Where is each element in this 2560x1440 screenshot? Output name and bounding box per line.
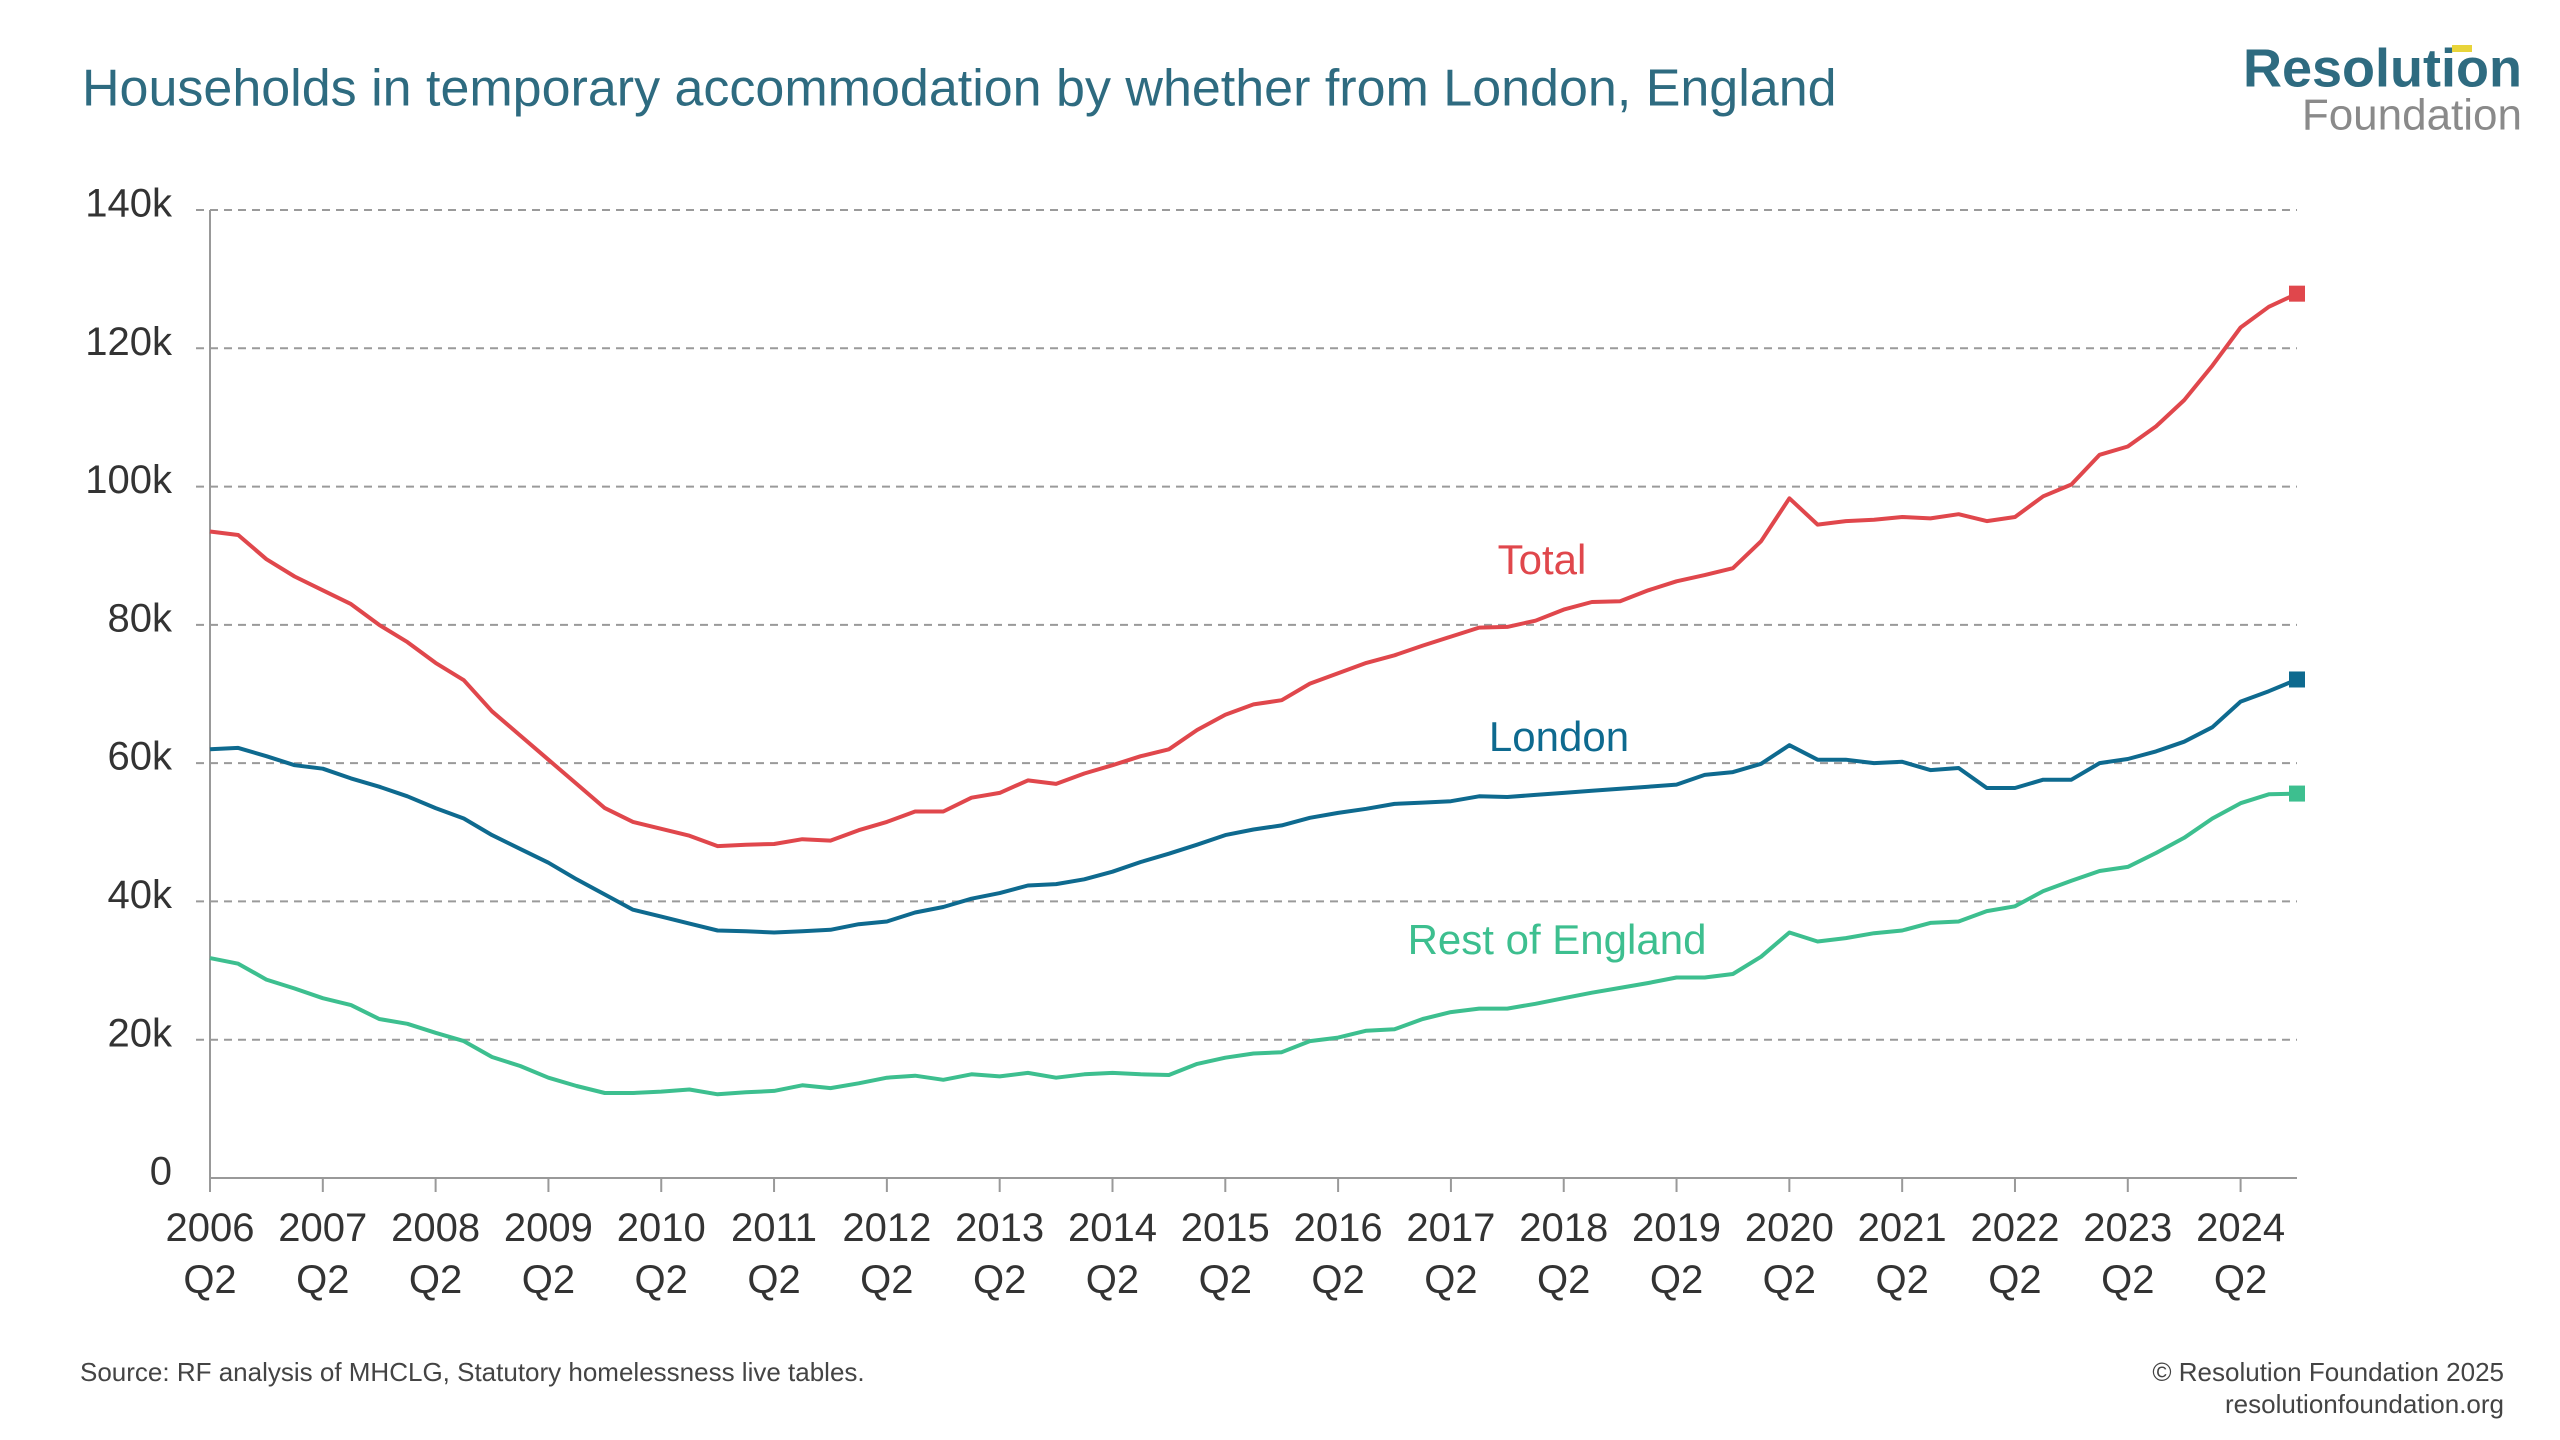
x-tick-label: 2013 Q2: [955, 1206, 1045, 1302]
series-label: Rest of England: [1408, 916, 1707, 963]
x-tick-label: 2016 Q2: [1293, 1206, 1383, 1302]
x-tick-label: 2010 Q2: [616, 1206, 706, 1302]
x-tick-label: 2014 Q2: [1067, 1206, 1157, 1302]
x-tick-label: 2011 Q2: [731, 1206, 818, 1302]
end-marker: [2289, 285, 2305, 302]
x-tick-label: 2009 Q2: [503, 1206, 593, 1302]
y-tick-label: 140k: [85, 182, 173, 226]
x-tick-label: 2019 Q2: [1632, 1206, 1722, 1302]
x-tick-label: 2022 Q2: [1970, 1206, 2060, 1302]
series-line: [209, 791, 2298, 1097]
logo-line2: Foundation: [2302, 91, 2522, 140]
x-tick-label: 2015 Q2: [1180, 1206, 1270, 1302]
y-tick-label: 20k: [108, 1011, 173, 1055]
x-tick-label: 2012 Q2: [842, 1206, 932, 1302]
y-tick-label: 80k: [108, 596, 173, 640]
x-tick-label: 2017 Q2: [1406, 1206, 1496, 1302]
y-tick-label: 0: [150, 1150, 172, 1194]
source: Source: RF analysis of MHCLG, Statutory …: [80, 1357, 865, 1387]
end-marker: [2289, 785, 2305, 802]
logo-accent: [2452, 45, 2472, 52]
x-tick-label: 2023 Q2: [2083, 1206, 2173, 1302]
series-line: [209, 677, 2298, 935]
x-tick-label: 2021 Q2: [1857, 1206, 1947, 1302]
logo-line1: Resolution: [2243, 38, 2522, 98]
website: resolutionfoundation.org: [2225, 1389, 2504, 1419]
series-label: London: [1489, 713, 1629, 760]
y-tick-label: 120k: [85, 320, 173, 364]
series-label: Total: [1498, 536, 1587, 583]
copyright: © Resolution Foundation 2025: [2152, 1357, 2504, 1387]
y-tick-label: 60k: [108, 735, 173, 779]
x-tick-label: 2018 Q2: [1519, 1206, 1609, 1302]
end-marker: [2289, 671, 2305, 688]
x-tick-label: 2020 Q2: [1744, 1206, 1834, 1302]
y-tick-label: 40k: [108, 873, 173, 917]
x-tick-label: 2007 Q2: [278, 1206, 368, 1302]
chart-title: Households in temporary accommodation by…: [82, 60, 1837, 118]
y-tick-label: 100k: [85, 458, 173, 502]
x-tick-label: 2008 Q2: [391, 1206, 481, 1302]
x-tick-label: 2024 Q2: [2196, 1206, 2286, 1302]
series-line: [209, 291, 2298, 849]
x-tick-label: 2006 Q2: [165, 1206, 255, 1302]
